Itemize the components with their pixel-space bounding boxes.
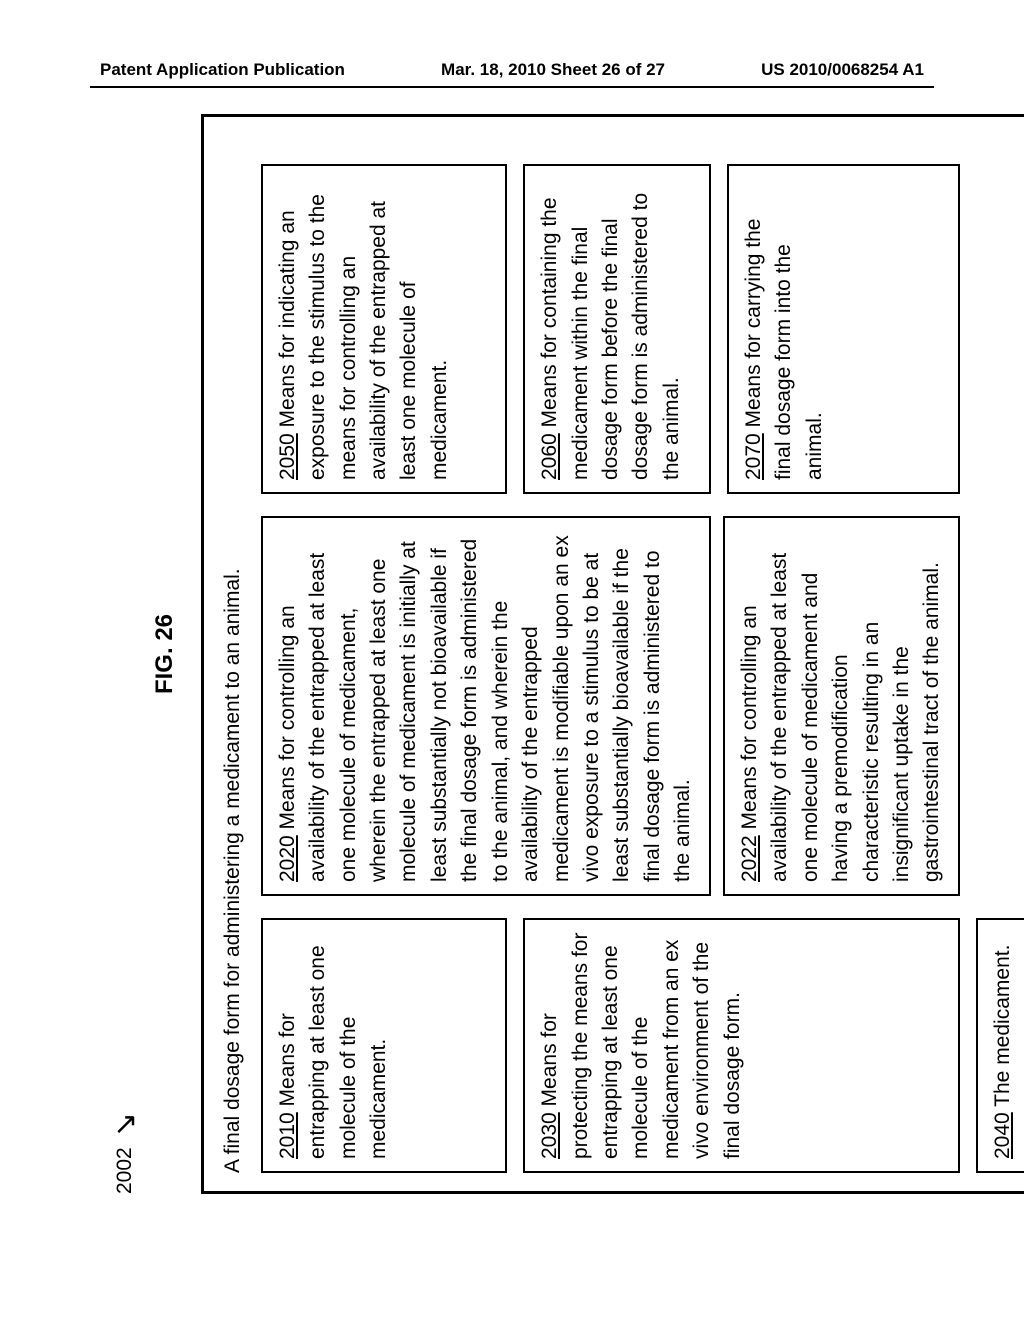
header-rule — [90, 86, 934, 88]
box-2040-row: 2040 The medicament. — [976, 918, 1024, 1173]
box-2020: 2020 Means for controlling an availabili… — [261, 516, 711, 896]
box-2040-num: 2040 — [991, 1112, 1014, 1159]
figure-label: FIG. 26 — [148, 114, 183, 1194]
header-right: US 2010/0068254 A1 — [761, 60, 924, 80]
box-2022-text: Means for controlling an availability of… — [738, 553, 944, 882]
figure-wrapper: 2002 ↘ FIG. 26 A final dosage form for a… — [90, 124, 934, 1204]
figure-reference: 2002 ↘ — [110, 114, 140, 1194]
box-2020-num: 2020 — [276, 835, 299, 882]
page: Patent Application Publication Mar. 18, … — [0, 0, 1024, 1320]
box-2060: 2060 Means for containing the medicament… — [523, 164, 711, 494]
box-2040-text: The medicament. — [991, 945, 1014, 1113]
box-2010: 2010 Means for entrapping at least one m… — [261, 918, 507, 1173]
boxes-grid: 2010 Means for entrapping at least one m… — [261, 135, 1024, 1173]
box-2050: 2050 Means for indicating an exposure to… — [261, 164, 507, 494]
figure-diagram: 2002 ↘ FIG. 26 A final dosage form for a… — [110, 114, 910, 1194]
header-center: Mar. 18, 2010 Sheet 26 of 27 — [441, 60, 665, 80]
box-2030-num: 2030 — [538, 1112, 561, 1159]
arrow-icon: ↘ — [111, 1112, 141, 1137]
box-2010-num: 2010 — [276, 1112, 299, 1159]
box-2070-num: 2070 — [742, 433, 765, 480]
outer-box: A final dosage form for administering a … — [201, 114, 1024, 1194]
box-2030: 2030 Means for protecting the means for … — [523, 918, 960, 1173]
header-left: Patent Application Publication — [100, 60, 345, 80]
page-header: Patent Application Publication Mar. 18, … — [90, 60, 934, 86]
box-2022-wrap: 2022 Means for controlling an availabili… — [727, 516, 960, 896]
box-2060-num: 2060 — [538, 433, 561, 480]
figure-ref-number: 2002 — [110, 1147, 140, 1194]
box-2020-text: Means for controlling an availability of… — [276, 535, 695, 882]
box-2050-num: 2050 — [276, 433, 299, 480]
outer-box-title: A final dosage form for administering a … — [218, 135, 248, 1173]
box-2050-text: Means for indicating an exposure to the … — [276, 194, 451, 480]
box-2030-text: Means for protecting the means for entra… — [538, 933, 744, 1159]
box-2070: 2070 Means for carrying the final dosage… — [727, 164, 960, 494]
box-2022-num: 2022 — [738, 835, 761, 882]
box-2040: 2040 The medicament. — [976, 918, 1024, 1173]
box-2022: 2022 Means for controlling an availabili… — [723, 516, 960, 896]
